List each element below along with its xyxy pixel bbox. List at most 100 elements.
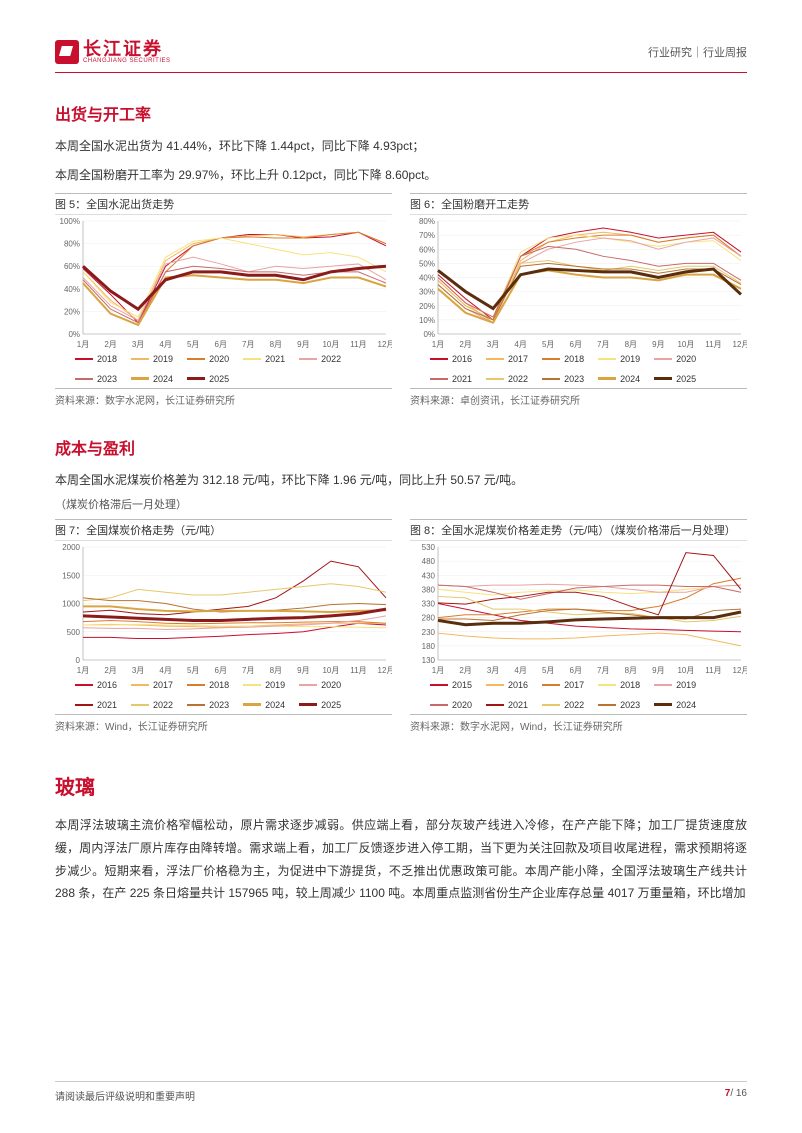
legend-item: 2016 bbox=[486, 680, 528, 690]
legend-label: 2018 bbox=[209, 680, 229, 690]
chart5-legend: 20182019202020212022202320242025 bbox=[55, 350, 392, 389]
svg-text:2月: 2月 bbox=[459, 666, 471, 675]
svg-text:380: 380 bbox=[422, 585, 436, 594]
legend-swatch bbox=[187, 704, 205, 706]
legend-item: 2019 bbox=[598, 354, 640, 364]
svg-text:8月: 8月 bbox=[270, 340, 282, 349]
legend-swatch bbox=[486, 704, 504, 706]
svg-text:12月: 12月 bbox=[378, 666, 392, 675]
legend-swatch bbox=[430, 358, 448, 360]
svg-text:530: 530 bbox=[422, 543, 436, 552]
legend-item: 2025 bbox=[187, 374, 229, 384]
legend-label: 2020 bbox=[321, 680, 341, 690]
legend-label: 2020 bbox=[676, 354, 696, 364]
legend-label: 2018 bbox=[620, 680, 640, 690]
svg-text:80%: 80% bbox=[419, 217, 435, 226]
svg-text:280: 280 bbox=[422, 614, 436, 623]
legend-item: 2023 bbox=[598, 700, 640, 710]
legend-item: 2019 bbox=[131, 354, 173, 364]
svg-text:1500: 1500 bbox=[62, 571, 80, 580]
legend-label: 2024 bbox=[153, 374, 173, 384]
svg-text:6月: 6月 bbox=[215, 340, 227, 349]
svg-text:40%: 40% bbox=[419, 273, 435, 282]
svg-text:9月: 9月 bbox=[297, 666, 309, 675]
legend-swatch bbox=[187, 684, 205, 686]
legend-label: 2015 bbox=[452, 680, 472, 690]
legend-item: 2022 bbox=[486, 374, 528, 384]
chart8-caption: 图 8：全国水泥煤炭价格差走势（元/吨）（煤炭价格滞后一月处理） bbox=[410, 519, 747, 541]
legend-label: 2020 bbox=[209, 354, 229, 364]
svg-text:3月: 3月 bbox=[487, 340, 499, 349]
svg-text:11月: 11月 bbox=[705, 340, 721, 349]
svg-text:1000: 1000 bbox=[62, 599, 80, 608]
chart7-source: 资料来源：Wind，长江证券研究所 bbox=[55, 715, 392, 733]
svg-text:60%: 60% bbox=[64, 262, 80, 271]
chart7-area: 05001000150020001月2月3月4月5月6月7月8月9月10月11月… bbox=[55, 541, 392, 676]
legend-swatch bbox=[75, 684, 93, 686]
legend-swatch bbox=[542, 378, 560, 380]
svg-text:3月: 3月 bbox=[132, 666, 144, 675]
logo-text: 长江证券 bbox=[83, 40, 171, 58]
chart5-block: 图 5：全国水泥出货走势 0%20%40%60%80%100%1月2月3月4月5… bbox=[55, 193, 392, 407]
svg-text:1月: 1月 bbox=[432, 340, 444, 349]
svg-text:11月: 11月 bbox=[350, 340, 366, 349]
cost-note: （煤炭价格滞后一月处理） bbox=[55, 497, 747, 515]
legend-item: 2016 bbox=[430, 354, 472, 364]
legend-swatch bbox=[654, 377, 672, 380]
legend-label: 2022 bbox=[321, 354, 341, 364]
chart5-area: 0%20%40%60%80%100%1月2月3月4月5月6月7月8月9月10月1… bbox=[55, 215, 392, 350]
footer-pagenum: 7/ 16 bbox=[725, 1088, 747, 1103]
legend-item: 2018 bbox=[542, 354, 584, 364]
legend-label: 2017 bbox=[153, 680, 173, 690]
svg-text:1月: 1月 bbox=[432, 666, 444, 675]
logo: 长江证券 CHANGJIANG SECURITIES bbox=[55, 40, 171, 64]
svg-text:2月: 2月 bbox=[104, 666, 116, 675]
legend-label: 2019 bbox=[265, 680, 285, 690]
legend-swatch bbox=[187, 377, 205, 380]
shipments-text-2: 本周全国粉磨开工率为 29.97%，环比上升 0.12pct，同比下降 8.60… bbox=[55, 164, 747, 187]
chart5-caption: 图 5：全国水泥出货走势 bbox=[55, 193, 392, 215]
svg-text:0: 0 bbox=[76, 656, 81, 665]
legend-label: 2022 bbox=[153, 700, 173, 710]
legend-swatch bbox=[75, 378, 93, 380]
section-title-shipments: 出货与开工率 bbox=[55, 101, 747, 125]
legend-label: 2016 bbox=[452, 354, 472, 364]
svg-text:80%: 80% bbox=[64, 239, 80, 248]
page-header: 长江证券 CHANGJIANG SECURITIES 行业研究｜行业周报 bbox=[55, 40, 747, 73]
legend-swatch bbox=[430, 704, 448, 706]
legend-swatch bbox=[187, 358, 205, 360]
chart7-block: 图 7：全国煤炭价格走势（元/吨） 05001000150020001月2月3月… bbox=[55, 519, 392, 733]
svg-text:1月: 1月 bbox=[77, 340, 89, 349]
legend-swatch bbox=[131, 358, 149, 360]
legend-label: 2022 bbox=[564, 700, 584, 710]
legend-label: 2021 bbox=[97, 700, 117, 710]
svg-text:5月: 5月 bbox=[187, 340, 199, 349]
legend-swatch bbox=[598, 377, 616, 380]
svg-text:6月: 6月 bbox=[570, 666, 582, 675]
legend-label: 2020 bbox=[452, 700, 472, 710]
svg-text:20%: 20% bbox=[419, 301, 435, 310]
svg-text:100%: 100% bbox=[60, 217, 80, 226]
legend-label: 2019 bbox=[153, 354, 173, 364]
chart7-legend: 2016201720182019202020212022202320242025 bbox=[55, 676, 392, 715]
chart7-caption: 图 7：全国煤炭价格走势（元/吨） bbox=[55, 519, 392, 541]
legend-item: 2024 bbox=[598, 374, 640, 384]
chart6-caption: 图 6：全国粉磨开工走势 bbox=[410, 193, 747, 215]
legend-swatch bbox=[486, 358, 504, 360]
svg-text:40%: 40% bbox=[64, 284, 80, 293]
logo-icon bbox=[55, 40, 79, 64]
legend-item: 2018 bbox=[75, 354, 117, 364]
legend-label: 2016 bbox=[97, 680, 117, 690]
legend-item: 2016 bbox=[75, 680, 117, 690]
legend-item: 2017 bbox=[486, 354, 528, 364]
legend-item: 2023 bbox=[187, 700, 229, 710]
legend-swatch bbox=[75, 704, 93, 706]
legend-item: 2025 bbox=[654, 374, 696, 384]
svg-text:4月: 4月 bbox=[159, 340, 171, 349]
legend-item: 2022 bbox=[299, 354, 341, 364]
legend-swatch bbox=[131, 684, 149, 686]
svg-text:430: 430 bbox=[422, 571, 436, 580]
chart8-block: 图 8：全国水泥煤炭价格差走势（元/吨）（煤炭价格滞后一月处理） 1301802… bbox=[410, 519, 747, 733]
svg-text:5月: 5月 bbox=[542, 666, 554, 675]
legend-label: 2025 bbox=[676, 374, 696, 384]
